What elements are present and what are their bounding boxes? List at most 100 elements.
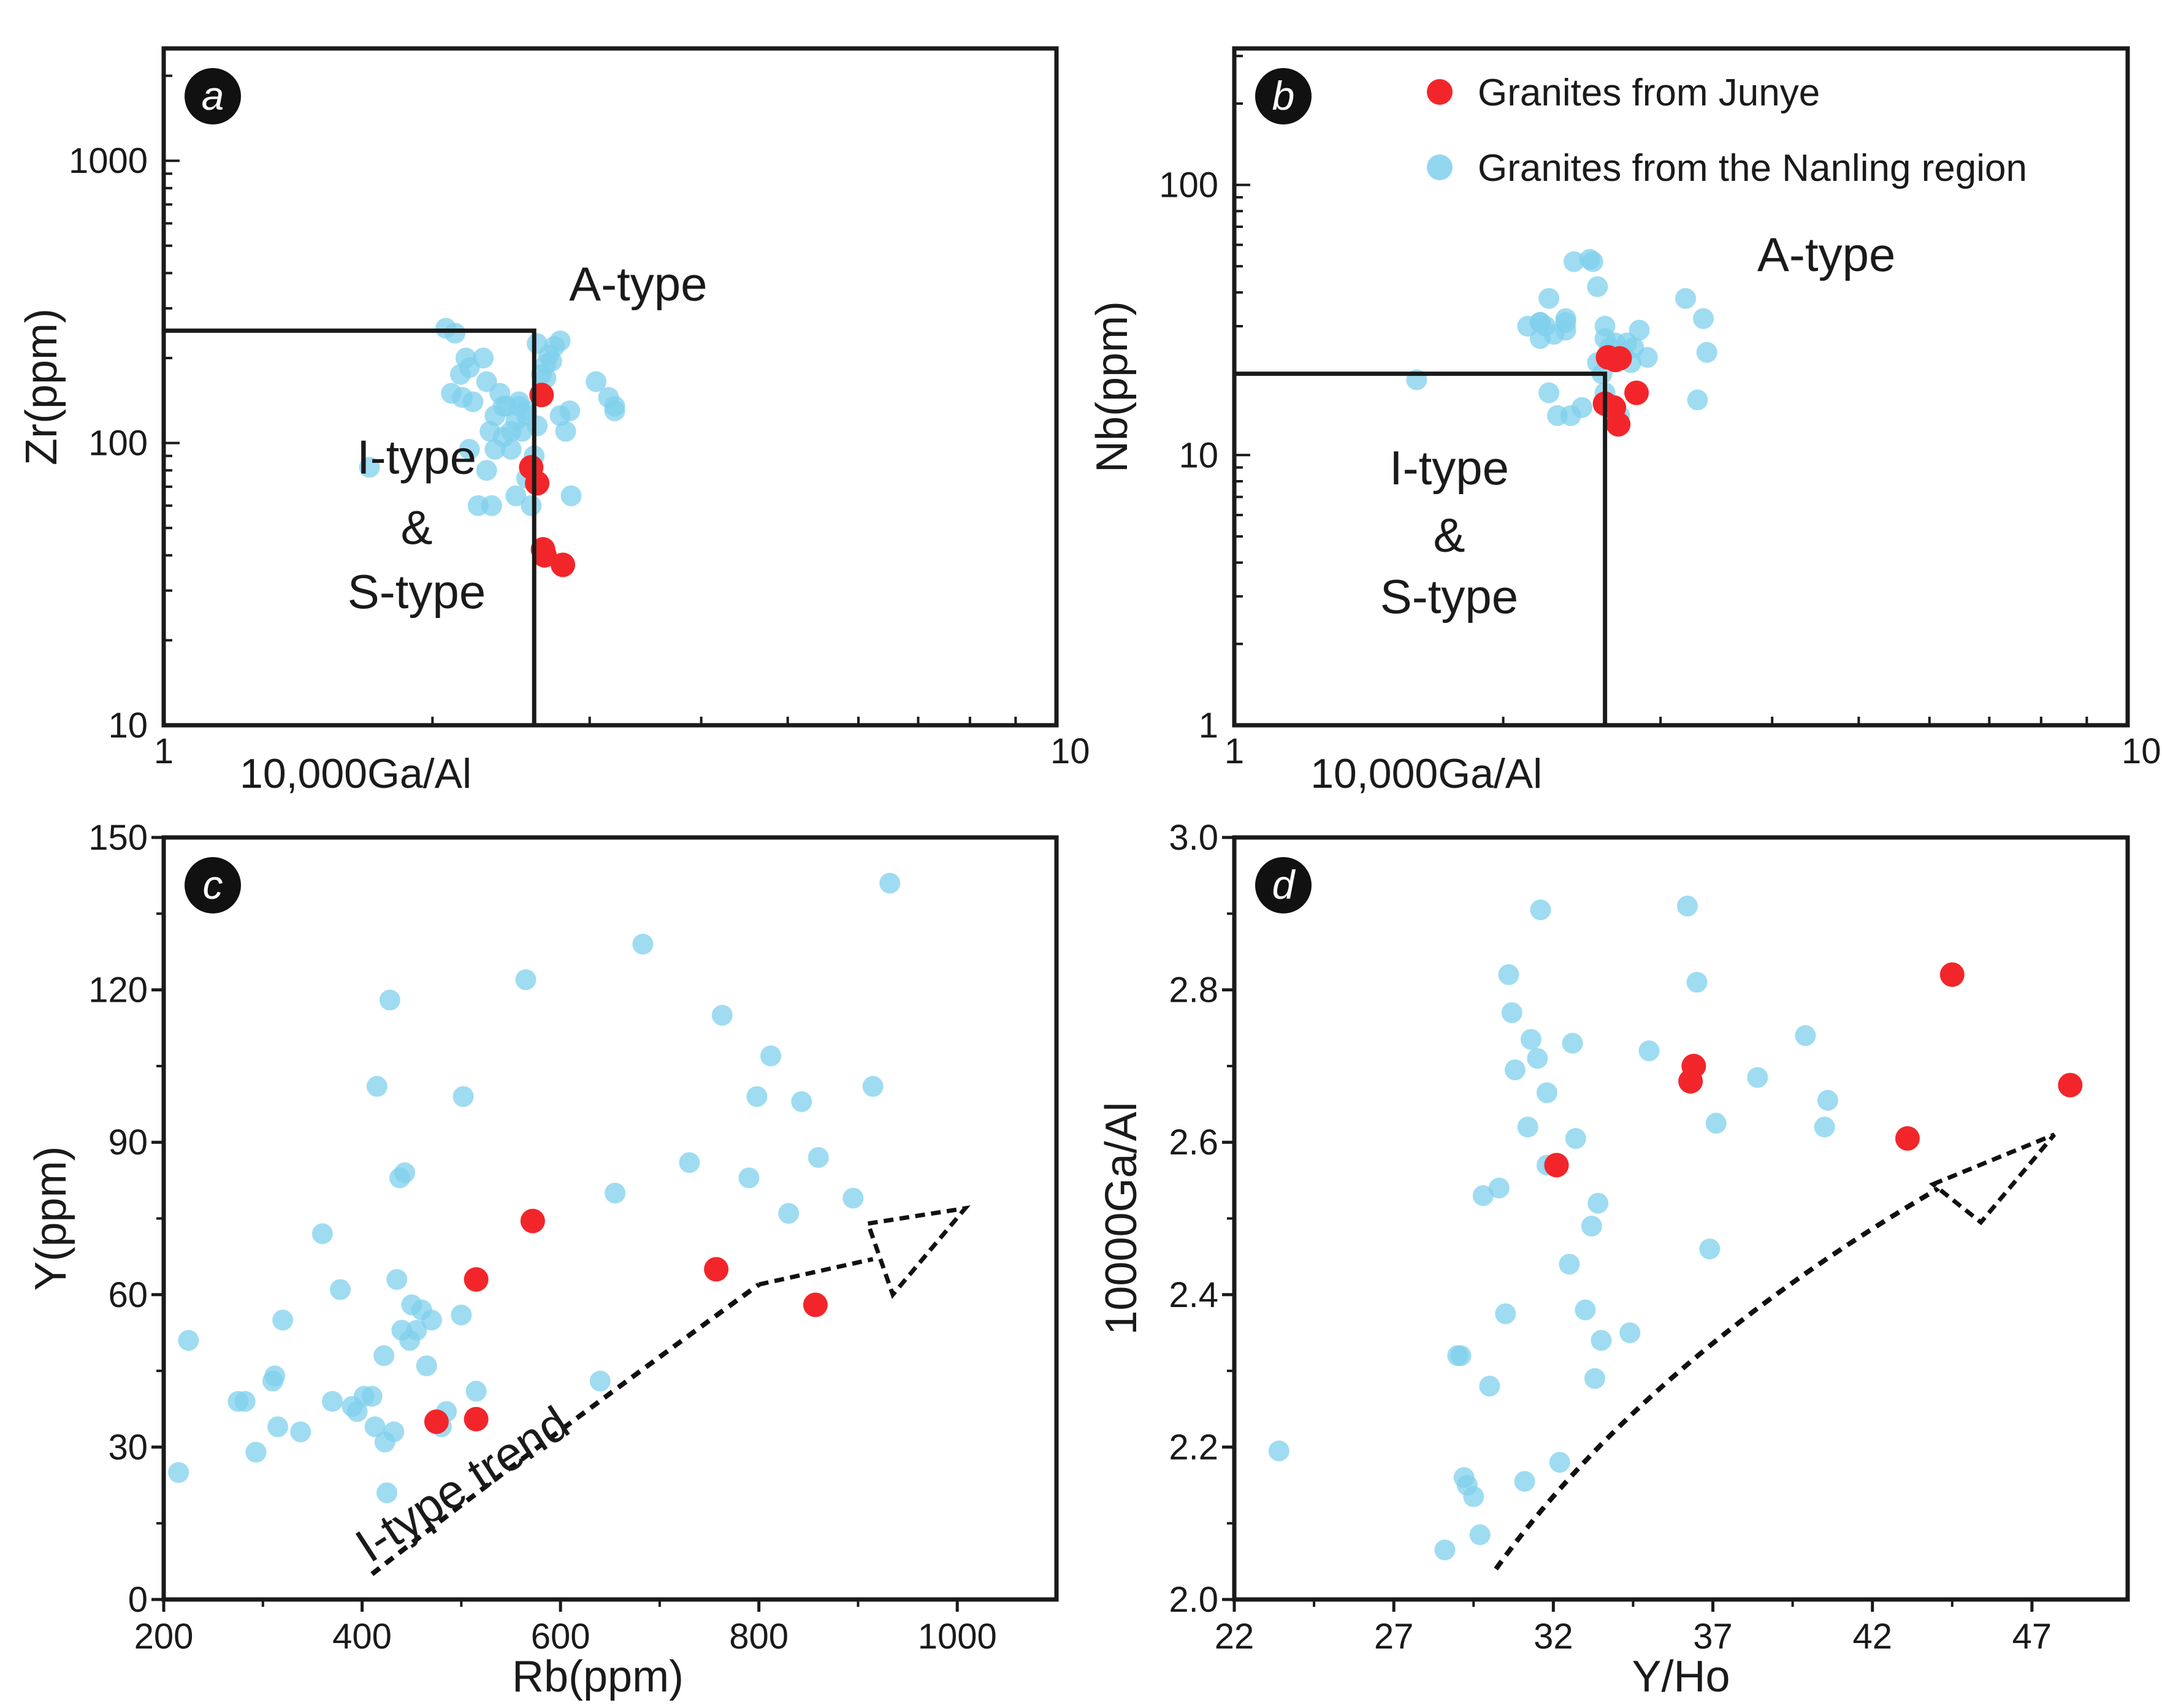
panel-c-junye-point bbox=[520, 1208, 545, 1233]
panel-d-nanling-point bbox=[1817, 1089, 1838, 1111]
panel-b-nanling-point bbox=[1692, 308, 1714, 329]
panel-c-junye-point bbox=[464, 1267, 489, 1292]
panel-a-region-label: I-type bbox=[357, 430, 476, 484]
panel-d-nanling-point bbox=[1501, 1002, 1522, 1023]
panel-d-nanling-point bbox=[1575, 1299, 1596, 1321]
panel-a-nanling-point bbox=[484, 438, 506, 460]
legend-junye-label: Granites from Junye bbox=[1478, 72, 1820, 114]
panel-b-nanling-point bbox=[1555, 319, 1576, 341]
panel-b-nanling-point bbox=[1529, 328, 1551, 349]
panel-b-y-tick-label: 10 bbox=[1178, 435, 1218, 475]
panel-c-nanling-point bbox=[711, 1005, 733, 1026]
panel-c-nanling-point bbox=[322, 1390, 343, 1412]
panel-a-boundary-line bbox=[164, 328, 537, 725]
panel-d-nanling-point bbox=[1520, 1029, 1541, 1050]
panel-a-nanling-point bbox=[462, 391, 484, 413]
panel-d-junye-point bbox=[1544, 1153, 1569, 1178]
panel-c-nanling-point bbox=[679, 1152, 700, 1173]
panel-d-nanling-point bbox=[1581, 1215, 1602, 1237]
panel-c-nanling-point bbox=[515, 969, 537, 991]
panel-d-trend-arrowhead bbox=[1928, 1132, 2057, 1226]
panel-c-y-tick-label: 150 bbox=[88, 818, 148, 858]
panel-d-ticks: 22 27 32 37 42 47 2.0 2.2 2.4 2.6 2.8 3.0 bbox=[1169, 818, 2052, 1657]
panel-b-nanling-point bbox=[1594, 328, 1616, 349]
panel-d: 22 27 32 37 42 47 2.0 2.2 2.4 2.6 2.8 3.0 d Y/Ho 10… bbox=[1097, 818, 2130, 1701]
panel-c-y-tick-label: 60 bbox=[108, 1275, 148, 1315]
panel-d-frame bbox=[1232, 835, 2130, 1602]
panel-b-x-tick-label: 1 bbox=[1224, 731, 1244, 771]
panel-c-nanling-point bbox=[760, 1045, 782, 1067]
panel-b-nanling-point bbox=[1563, 251, 1584, 272]
legend: Granites from Junye Granites from the Na… bbox=[1427, 72, 2027, 189]
panel-a-y-axis-label: Zr(ppm) bbox=[17, 308, 66, 465]
panel-d-nanling-point bbox=[1488, 1177, 1510, 1199]
panel-c-nanling-point bbox=[842, 1188, 864, 1209]
panel-c-points bbox=[168, 872, 901, 1503]
panel-a-junye-point bbox=[532, 543, 557, 568]
panel-a-x-axis-label: 10,000Ga/Al bbox=[240, 750, 472, 797]
panel-c-ticks: 200 400 600 800 1000 0 30 60 90 120 150 bbox=[88, 818, 997, 1657]
legend-junye-marker bbox=[1427, 79, 1453, 105]
panel-c-x-tick-label: 200 bbox=[134, 1617, 194, 1657]
panel-d-junye-point bbox=[1895, 1126, 1920, 1151]
panel-a-points bbox=[359, 318, 625, 578]
panel-c-nanling-point bbox=[374, 1432, 395, 1453]
panel-a-region-label: & bbox=[400, 500, 432, 554]
panel-c-nanling-point bbox=[738, 1167, 760, 1189]
panel-a-nanling-point bbox=[508, 391, 530, 413]
panel-d-nanling-point bbox=[1536, 1082, 1557, 1104]
panel-a-nanling-point bbox=[459, 438, 480, 460]
panel-c-nanling-point bbox=[808, 1147, 829, 1169]
panel-c-nanling-point bbox=[632, 934, 654, 955]
panel-b-nanling-point bbox=[1582, 251, 1603, 272]
panel-d-nanling-point bbox=[1517, 1116, 1538, 1138]
panel-d-nanling-point bbox=[1587, 1192, 1609, 1214]
panel-a-nanling-point bbox=[541, 351, 562, 372]
panel-a-nanling-point bbox=[441, 383, 462, 404]
panel-a-nanling-point bbox=[559, 400, 581, 422]
panel-b-boundary-line bbox=[1234, 372, 1608, 725]
panel-b-points bbox=[1406, 249, 1717, 437]
panel-c-letter: c bbox=[203, 862, 223, 907]
panel-b-nanling-point bbox=[1572, 397, 1593, 418]
panel-b-frame bbox=[1232, 46, 2130, 728]
panel-a-letter: a bbox=[202, 73, 224, 118]
panel-b-nanling-point bbox=[1587, 276, 1608, 297]
panel-c-nanling-point bbox=[366, 1076, 388, 1097]
panel-d-y-tick-label: 2.2 bbox=[1169, 1427, 1218, 1467]
panel-c-nanling-point bbox=[373, 1345, 395, 1367]
panel-c-nanling-point bbox=[746, 1086, 768, 1107]
panel-c-trend bbox=[370, 1205, 971, 1576]
panel-b-y-tick-label: 100 bbox=[1159, 166, 1218, 205]
panel-a-nanling-point bbox=[560, 485, 582, 506]
panel-c-nanling-point bbox=[589, 1370, 611, 1392]
panel-d-nanling-point bbox=[1469, 1524, 1491, 1546]
panel-b-junye-point bbox=[1606, 412, 1631, 437]
panel-d-junye-point bbox=[2058, 1072, 2083, 1097]
panel-d-nanling-point bbox=[1479, 1375, 1500, 1397]
panel-d-nanling-point bbox=[1638, 1040, 1660, 1062]
panel-c-nanling-point bbox=[376, 1482, 397, 1503]
panel-c-y-tick-label: 0 bbox=[128, 1580, 148, 1620]
panel-c-y-tick-label: 120 bbox=[88, 970, 148, 1010]
panel-a-y-tick-label: 1000 bbox=[69, 141, 148, 181]
panel-a-frame bbox=[161, 46, 1059, 728]
panel-c-nanling-point bbox=[264, 1365, 286, 1387]
panel-c-nanling-point bbox=[361, 1386, 383, 1407]
panel-b-region-label: I-type bbox=[1389, 441, 1509, 495]
panel-c-nanling-point bbox=[386, 1268, 408, 1290]
panel-c-x-tick-label: 1000 bbox=[918, 1617, 997, 1657]
panel-d-nanling-point bbox=[1268, 1440, 1289, 1462]
panel-d-nanling-point bbox=[1676, 895, 1698, 917]
panel-b-y-tick-label: 1 bbox=[1199, 706, 1218, 745]
panel-b-badge bbox=[1255, 68, 1312, 124]
panel-c-x-tick-label: 400 bbox=[332, 1617, 392, 1657]
panel-d-nanling-point bbox=[1549, 1452, 1570, 1473]
panel-a-nanling-point bbox=[476, 460, 497, 481]
panel-a-junye-point bbox=[551, 552, 576, 578]
panel-a-y-tick-label: 100 bbox=[88, 424, 148, 463]
panel-d-nanling-point bbox=[1705, 1113, 1727, 1134]
panel-d-x-tick-label: 22 bbox=[1215, 1617, 1255, 1657]
panel-d-nanling-point bbox=[1619, 1322, 1641, 1343]
panel-b-boundaries bbox=[1234, 372, 1608, 725]
